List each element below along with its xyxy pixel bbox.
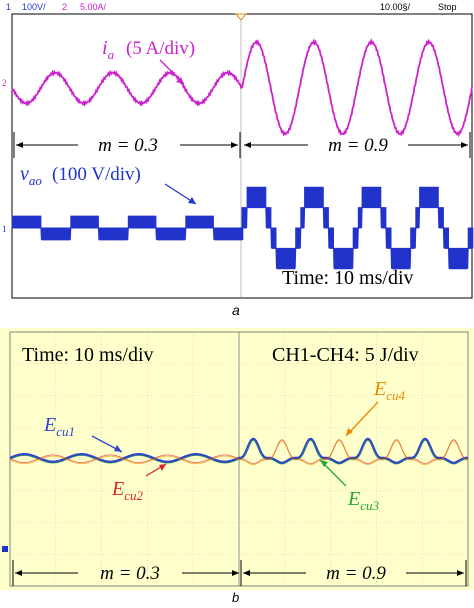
ecu3-label: Ecu3 — [347, 488, 379, 513]
ch2-ground-marker: 2 — [2, 78, 7, 88]
ecu2-arrowhead-icon — [159, 464, 166, 471]
m-left-arrowhead-left-icon — [16, 142, 23, 148]
m-right-arrowhead-right-icon — [461, 142, 468, 148]
vao-arrowhead-icon — [188, 197, 196, 204]
ch1-number: 1 — [6, 2, 12, 12]
m-right-arrowhead-right-icon-b — [457, 570, 464, 576]
timebase-readout: 10.00§/ — [380, 2, 411, 12]
m-right-label-b: m = 0.9 — [326, 563, 386, 584]
series-vao-trace — [11, 186, 474, 270]
m-left-arrowhead-right-icon-b — [232, 570, 239, 576]
ch-ground-marker-icon — [2, 546, 8, 552]
ecu4-label: Ecu4 — [373, 378, 405, 403]
vao-label: vao — [20, 163, 42, 188]
caption-a: a — [232, 302, 240, 318]
time-label-a: Time: 10 ms/div — [282, 267, 414, 289]
grid-b — [10, 332, 468, 586]
series-ecu2-trace — [9, 439, 468, 464]
ch2-number: 2 — [62, 2, 68, 12]
scope-header: 1 100V/ 2 5.00A/ 10.00§/ Stop — [0, 0, 474, 14]
series-ecu3-trace — [9, 439, 468, 465]
m-right-arrowhead-left-icon — [244, 142, 251, 148]
vao-scale-label: (100 V/div) — [52, 164, 141, 185]
m-left-arrowhead-left-icon-b — [15, 570, 22, 576]
series-ecu1-trace — [9, 437, 468, 465]
m-right-label: m = 0.9 — [328, 135, 388, 156]
m-left-label: m = 0.3 — [98, 135, 158, 156]
ia-label: ia — [102, 37, 115, 62]
ecu4-arrow — [345, 401, 379, 437]
ecu3-arrowhead-icon — [320, 460, 328, 467]
oscilloscope-plot-b: Time: 10 ms/div CH1-CH4: 5 J/div Ecu1 Ec… — [0, 328, 474, 590]
ch2-scale: 5.00A/ — [80, 2, 107, 12]
ia-arrowhead-icon — [176, 77, 184, 84]
ecu1-arrowhead-icon — [114, 445, 122, 452]
caption-b: b — [232, 590, 240, 605]
ch1-ground-marker: 1 — [2, 224, 7, 234]
time-label-b: Time: 10 ms/div — [22, 344, 154, 366]
acquisition-state: Stop — [438, 2, 457, 12]
ecu2-label: Ecu2 — [111, 478, 143, 503]
ecu4-arrowhead-icon — [346, 428, 353, 436]
panel-a: 1 100V/ 2 5.00A/ 10.00§/ Stop 2 1 ia (5 … — [0, 0, 474, 300]
series-ia-trace — [11, 38, 473, 138]
ch1-scale: 100V/ — [22, 2, 46, 12]
trigger-marker-icon — [234, 13, 248, 21]
panel-b: Time: 10 ms/div CH1-CH4: 5 J/div Ecu1 Ec… — [0, 328, 474, 590]
m-left-arrowhead-right-icon — [231, 142, 238, 148]
ia-scale-label: (5 A/div) — [126, 38, 195, 59]
m-left-label-b: m = 0.3 — [100, 563, 160, 584]
m-right-arrowhead-left-icon-b — [243, 570, 250, 576]
series-ecu4-trace — [9, 440, 468, 466]
scale-label-b: CH1-CH4: 5 J/div — [272, 344, 419, 366]
oscilloscope-plot-a: 2 1 ia (5 A/div) m = 0.3 m = 0.9 vao (10… — [2, 13, 474, 299]
ecu1-label: Ecu1 — [43, 414, 75, 439]
